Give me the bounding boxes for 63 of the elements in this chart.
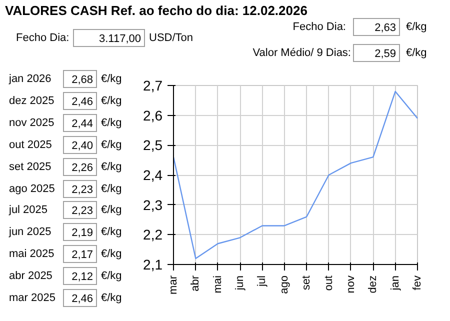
text: 2,46 [63,92,97,110]
line-series [174,90,418,260]
x-tick-label: dez [367,275,380,294]
text: 2,23 [63,180,97,198]
x-tick-label: ago [278,275,290,294]
y-tick-label: 2,4 [143,167,163,183]
text: set 2025 [9,160,52,175]
x-tick-label: mar [168,275,180,294]
chart-title: VALORES CASH Ref. ao fecho do dia: 12.02.2026 [5,2,308,20]
text: 2,19 [63,223,97,242]
text: 2,17 [63,245,97,264]
text: 2,12 [63,267,97,286]
text: jun 2025 [9,225,52,240]
y-tick-label: 2,6 [143,107,163,124]
text: 2,23 [63,201,97,220]
text: 2,68 [63,70,97,88]
text: nov 2025 [9,116,54,131]
text: €/kg [406,46,427,61]
text: €/kg [101,94,122,109]
text: €/kg [101,203,122,218]
x-tick-label: fev [412,275,424,290]
text: mai 2025 [9,247,54,262]
text: abr 2025 [9,269,52,284]
text: 3.117,00 [73,29,145,47]
text: dez 2025 [9,94,54,109]
x-tick-label: nov [344,275,357,294]
x-tick-label: out [322,275,335,291]
text: jan 2026 [9,72,52,87]
x-tick-label: set [300,275,313,290]
text: Fecho Dia: [16,31,70,46]
text: ago 2025 [9,182,55,196]
text: Valor Médio/ 9 Dias: [252,46,351,61]
text: 2,46 [63,289,97,307]
text: €/kg [101,225,122,240]
y-tick-label: 2,5 [143,137,163,154]
text: €/kg [101,269,122,284]
y-tick-label: 2,1 [143,256,163,272]
text: 2,59 [353,44,400,62]
text: €/kg [101,116,122,131]
x-tick-label: abr [190,275,202,292]
text: €/kg [101,72,122,87]
text: Fecho Dia: [292,20,346,35]
y-tick-label: 2,7 [143,78,163,94]
y-tick-label: 2,3 [143,196,163,213]
text: €/kg [101,160,122,175]
x-tick-label: mai [212,275,224,294]
text: USD/Ton [149,31,194,46]
text: €/kg [101,291,122,306]
text: €/kg [101,247,122,262]
x-tick-label: jun [234,275,246,292]
text: out 2025 [9,138,52,153]
text: €/kg [101,182,122,196]
text: €/kg [406,20,427,35]
y-tick-label: 2,2 [143,226,163,243]
x-tick-label: jan [389,275,402,292]
text: 2,26 [63,158,97,176]
text: 2,63 [353,18,400,36]
text: mar 2025 [9,291,56,306]
text: 2,44 [63,114,97,132]
text: €/kg [101,138,122,153]
text: 2,40 [63,136,97,154]
text: jul 2025 [9,203,48,218]
x-tick-label: jul [256,275,268,288]
